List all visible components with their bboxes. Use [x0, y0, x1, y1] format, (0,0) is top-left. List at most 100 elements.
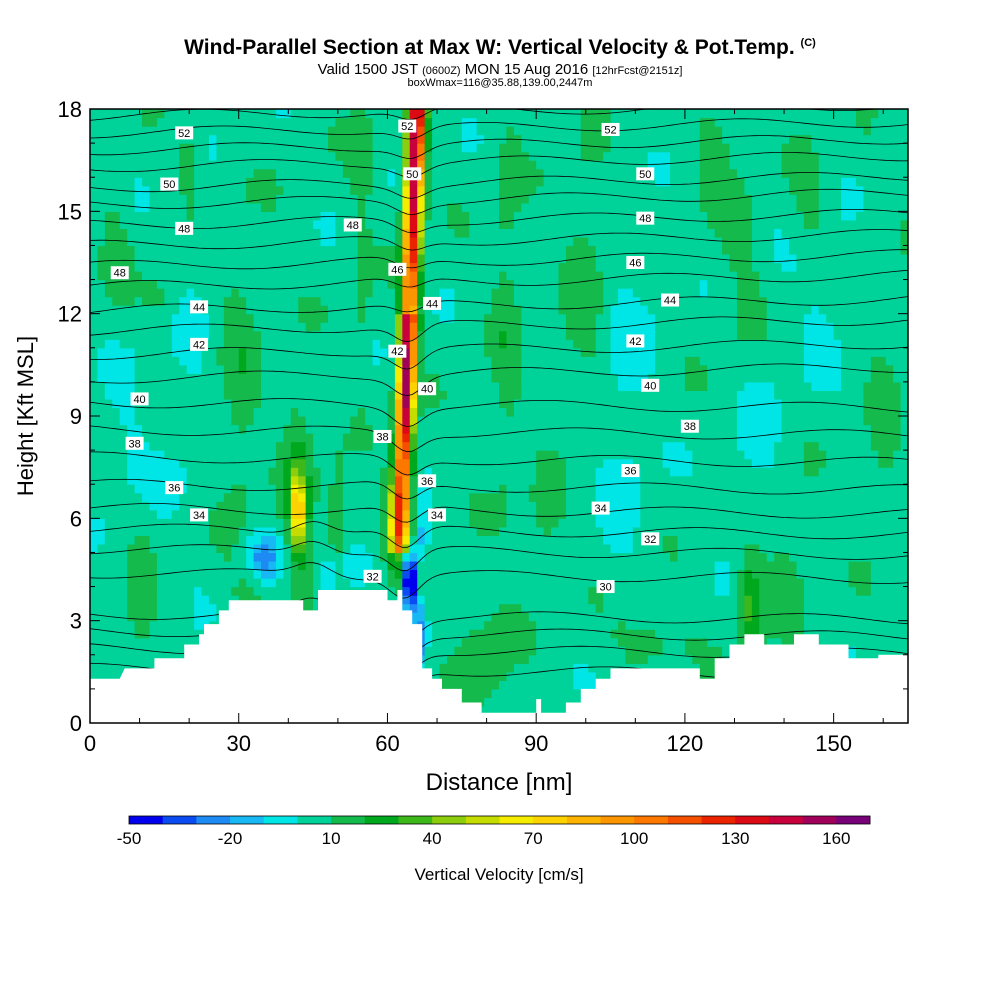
velocity-cell — [424, 595, 589, 605]
velocity-cell — [617, 620, 627, 630]
velocity-cell — [313, 501, 329, 511]
velocity-cell — [372, 288, 396, 298]
y-tick-label: 0 — [70, 711, 82, 736]
velocity-cell — [841, 339, 908, 349]
velocity-cell — [506, 484, 530, 494]
velocity-cell — [565, 458, 604, 468]
velocity-cell — [380, 535, 389, 545]
velocity-cell — [402, 552, 411, 562]
velocity-cell — [736, 612, 745, 622]
velocity-cell — [900, 219, 908, 229]
isentrope-line — [90, 478, 908, 500]
velocity-cell — [402, 288, 418, 298]
isentrope-label-text: 40 — [133, 394, 145, 406]
velocity-cell — [208, 151, 218, 161]
velocity-cell — [424, 194, 433, 204]
velocity-cell — [409, 398, 418, 409]
isentrope-label: 44 — [423, 296, 442, 310]
isentrope-label-text: 44 — [426, 298, 438, 310]
velocity-cell — [394, 390, 403, 400]
colorbar-tick-label: 100 — [620, 829, 648, 848]
isentrope-label: 50 — [636, 167, 655, 181]
velocity-cell — [97, 253, 136, 264]
velocity-cell — [513, 279, 560, 289]
velocity-cell — [848, 569, 872, 579]
velocity-cell — [119, 211, 188, 221]
velocity-cell — [223, 552, 232, 562]
velocity-cell — [387, 509, 396, 519]
velocity-cell — [595, 262, 731, 272]
velocity-cell — [253, 586, 292, 596]
velocity-cell — [142, 117, 158, 127]
velocity-cell — [640, 501, 908, 511]
velocity-cell — [253, 552, 277, 562]
velocity-cell — [327, 509, 344, 519]
velocity-cell — [104, 219, 121, 229]
velocity-cell — [595, 253, 731, 264]
velocity-cell — [573, 680, 597, 690]
velocity-cell — [394, 552, 403, 562]
velocity-cell — [149, 535, 210, 545]
velocity-cell — [402, 313, 411, 323]
velocity-cell — [402, 160, 411, 170]
velocity-cell — [402, 236, 411, 247]
velocity-cell — [275, 560, 284, 571]
velocity-cell — [580, 134, 612, 144]
velocity-cell — [394, 305, 403, 315]
velocity-cell — [119, 219, 314, 229]
velocity-cell — [90, 236, 106, 247]
velocity-cell — [275, 177, 351, 187]
velocity-cell — [238, 364, 247, 374]
velocity-cell — [454, 305, 493, 315]
velocity-cell — [424, 279, 500, 289]
velocity-cell — [803, 603, 908, 613]
velocity-cell — [186, 484, 232, 494]
velocity-cell — [454, 228, 470, 238]
velocity-cell — [640, 467, 671, 477]
velocity-cell — [372, 168, 389, 178]
velocity-cell — [513, 663, 574, 673]
velocity-cell — [432, 526, 478, 536]
velocity-cell — [536, 501, 567, 511]
velocity-cell — [402, 109, 411, 119]
isentrope-line — [90, 451, 908, 476]
velocity-cell — [409, 543, 426, 554]
velocity-cell — [290, 501, 307, 511]
velocity-cell — [164, 296, 180, 306]
velocity-cell — [417, 262, 426, 272]
velocity-cell — [149, 620, 195, 630]
velocity-cell — [134, 296, 143, 306]
velocity-cell — [796, 560, 850, 571]
y-tick-label: 6 — [70, 506, 82, 531]
isentrope-label-text: 50 — [163, 179, 175, 191]
velocity-cell — [751, 211, 805, 221]
isentrope-label-bg — [428, 508, 447, 522]
velocity-cell — [380, 526, 389, 536]
velocity-cell — [394, 484, 403, 494]
velocity-cell — [863, 381, 902, 392]
velocity-cell — [394, 168, 403, 178]
isentrope-label: 52 — [601, 122, 620, 136]
velocity-cell — [90, 475, 128, 485]
velocity-cell — [372, 424, 389, 434]
velocity-cell — [811, 134, 908, 144]
velocity-cell — [327, 143, 374, 153]
velocity-cell — [283, 492, 292, 502]
isentrope-label-bg — [641, 378, 660, 392]
x-tick-label: 60 — [375, 731, 399, 756]
velocity-cell — [394, 177, 403, 187]
velocity-cell — [313, 509, 329, 519]
colorbar-swatch — [364, 816, 399, 824]
velocity-cell — [476, 117, 582, 127]
velocity-cell — [759, 543, 908, 554]
velocity-cell — [119, 339, 173, 349]
isentrope-lines — [90, 109, 908, 691]
velocity-cell — [610, 313, 656, 323]
velocity-cell — [357, 271, 396, 281]
velocity-cell — [134, 407, 232, 417]
velocity-cell — [409, 194, 418, 204]
velocity-cell — [774, 381, 812, 392]
velocity-cell — [402, 535, 411, 545]
velocity-cell — [179, 492, 225, 502]
velocity-cell — [90, 381, 106, 392]
